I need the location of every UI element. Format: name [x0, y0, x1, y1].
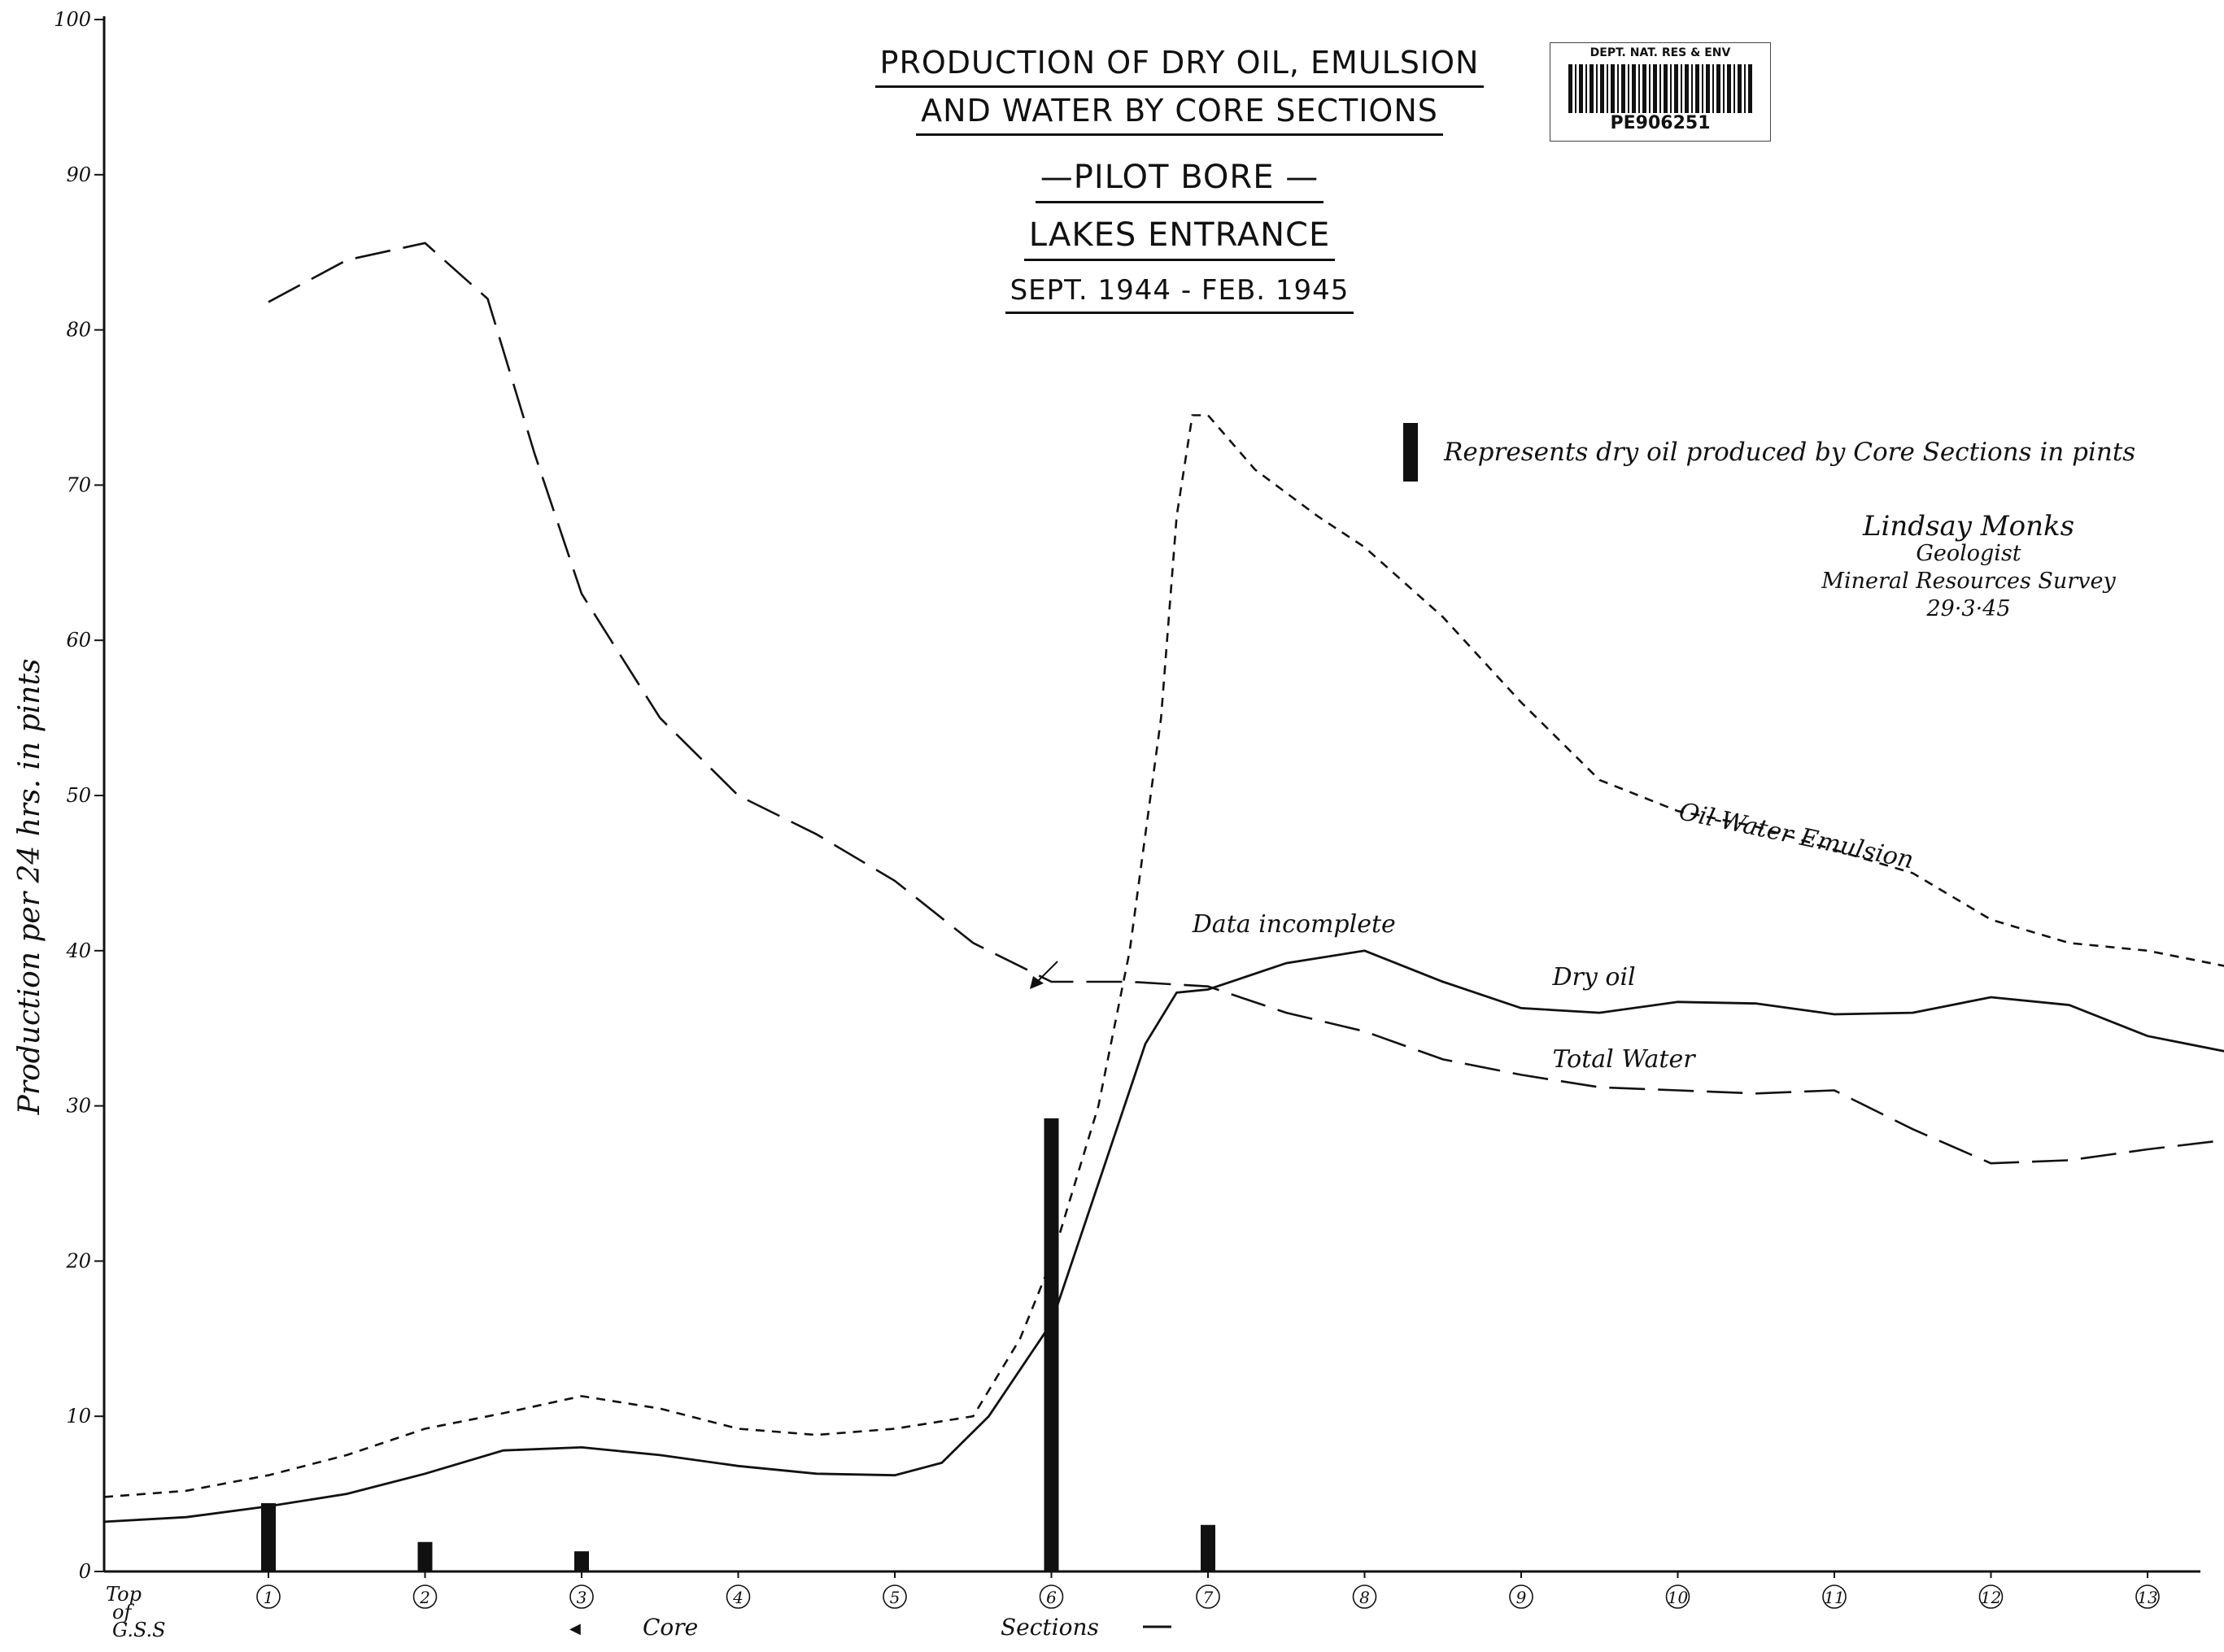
series-annotation: Dry oil — [1552, 963, 1636, 992]
chart-subtitle-dates: SEPT. 1944 - FEB. 1945 — [1005, 274, 1354, 314]
y-tick-label: 10 — [66, 1405, 91, 1428]
chart-subtitle-pilot-bore: —PILOT BORE — — [1035, 159, 1324, 203]
x-tick-label: 3 — [577, 1588, 587, 1607]
chart-title-block: PRODUCTION OF DRY OIL, EMULSION AND WATE… — [813, 45, 1546, 319]
dry-oil-bar — [1044, 1118, 1059, 1571]
series-line-dry-oil — [103, 949, 2224, 1523]
y-tick-label: 0 — [79, 1560, 91, 1583]
chart-title-line1: PRODUCTION OF DRY OIL, EMULSION — [874, 45, 1485, 88]
x-tick-circle — [726, 1584, 751, 1609]
x-tick-circle — [569, 1584, 594, 1609]
barcode-dept-label: DEPT. NAT. RES & ENV — [1590, 46, 1731, 59]
x-tick-circle — [2135, 1584, 2160, 1609]
x-tick-circle — [1978, 1584, 2004, 1609]
y-tick-label: 90 — [66, 163, 91, 186]
x-tick-circle — [1509, 1584, 1533, 1609]
x-tick-label: 11 — [1824, 1588, 1844, 1607]
x-tick-label-top: Top of G.S.S — [106, 1583, 166, 1641]
y-tick-label: 80 — [66, 319, 91, 342]
series-annotation: Total Water — [1553, 1045, 1697, 1074]
x-tick-circle — [1822, 1584, 1847, 1609]
series-line-total-water — [268, 242, 2224, 1165]
signature-role: Geologist — [1916, 541, 2021, 566]
x-tick-circle — [1039, 1584, 1064, 1609]
x-tick-label: 9 — [1516, 1588, 1527, 1607]
y-tick-label: 60 — [66, 629, 91, 652]
chart-title-line2: AND WATER BY CORE SECTIONS — [916, 93, 1443, 136]
x-tick-circle — [1665, 1584, 1690, 1609]
y-tick-label: 70 — [66, 473, 91, 496]
y-axis-label: Production per 24 hrs. in pints — [13, 659, 46, 1116]
legend-bar-swatch — [1403, 423, 1418, 482]
x-tick-label: 8 — [1359, 1588, 1370, 1607]
series-annotation: Data incomplete — [1192, 910, 1396, 939]
x-tick-label: 5 — [890, 1588, 901, 1607]
annotation-arrowhead — [1030, 976, 1044, 989]
signature-mark: Lindsay Monks — [1862, 510, 2075, 543]
dry-oil-bar — [1201, 1524, 1215, 1571]
archive-barcode-stamp: DEPT. NAT. RES & ENV PE906251 — [1550, 42, 1771, 142]
x-tick-label: 6 — [1046, 1588, 1057, 1607]
dry-oil-bar — [261, 1503, 276, 1571]
series-annotation: Oil-Water Emulsion — [1677, 797, 1917, 874]
x-tick-circle — [256, 1584, 281, 1609]
barcode-icon — [1568, 64, 1752, 113]
x-tick-circle — [412, 1584, 438, 1609]
x-tick-label: 10 — [1668, 1588, 1689, 1607]
x-tick-circle — [883, 1584, 907, 1609]
dry-oil-bar — [574, 1551, 589, 1571]
x-tick-label: 1 — [264, 1588, 274, 1607]
y-tick-label: 50 — [66, 784, 91, 807]
dry-oil-bar — [417, 1541, 433, 1571]
x-tick-circle — [1196, 1584, 1220, 1609]
legend-text: Represents dry oil produced by Core Sect… — [1444, 438, 2136, 467]
x-tick-label: 2 — [419, 1588, 430, 1607]
x-axis-label-core: Core — [643, 1614, 698, 1641]
x-tick-label: 7 — [1203, 1588, 1214, 1607]
x-axis-label-sections: Sections — [1001, 1614, 1099, 1641]
x-tick-circle — [1352, 1584, 1377, 1609]
series-line-oil-water-emulsion — [103, 414, 2224, 1498]
chart-subtitle-location: LAKES ENTRANCE — [1023, 216, 1336, 261]
x-tick-label: 12 — [1981, 1588, 2001, 1607]
signature-date: 29·3·45 — [1926, 596, 2011, 621]
x-tick-label: 4 — [732, 1588, 744, 1607]
signature-block: Lindsay Monks Geologist Mineral Resource… — [1781, 512, 2156, 623]
signature-org: Mineral Resources Survey — [1821, 569, 2116, 594]
x-axis-arrow-left: ◀ — [569, 1620, 581, 1637]
y-tick-label: 40 — [65, 939, 91, 962]
y-tick-label: 100 — [54, 8, 91, 31]
y-tick-label: 30 — [66, 1095, 91, 1118]
barcode-id: PE906251 — [1610, 113, 1711, 133]
x-tick-label: 13 — [2137, 1588, 2157, 1607]
y-tick-label: 20 — [65, 1249, 91, 1272]
